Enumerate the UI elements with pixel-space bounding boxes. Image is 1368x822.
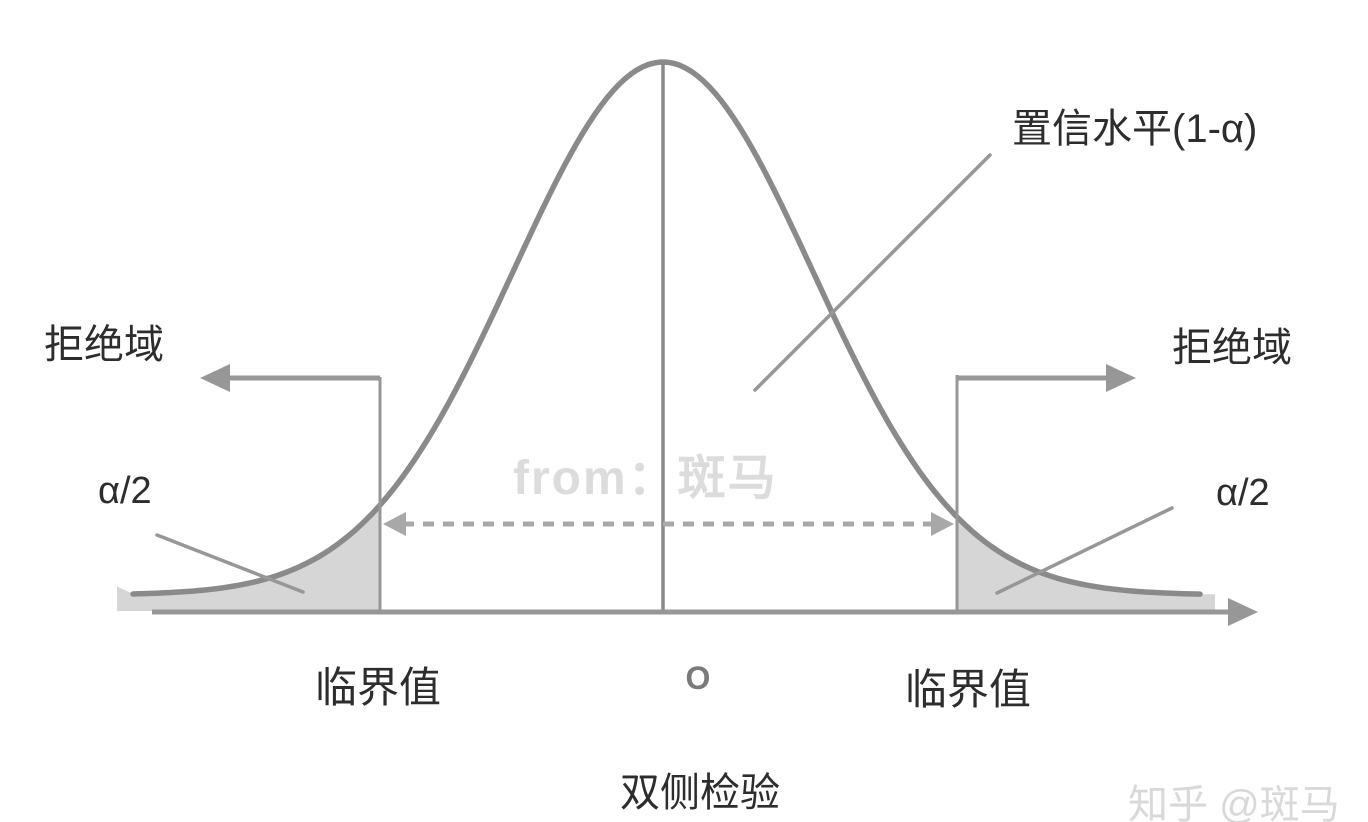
confidence-pointer-line	[753, 153, 992, 392]
critical-value-label-left: 临界值	[314, 664, 442, 711]
rejection-area-right	[957, 516, 1215, 611]
alpha-pointer-left	[155, 533, 305, 594]
alpha-label-right: α/2	[1216, 472, 1270, 514]
x-axis-arrowhead-icon	[1228, 598, 1258, 626]
critical-value-label-right: 临界值	[904, 666, 1032, 713]
watermark-corner: 知乎 @斑马	[1128, 783, 1340, 822]
dashed-arrowhead-left-icon	[383, 512, 406, 536]
normal-curve	[130, 59, 1203, 597]
alpha-pointer-right	[995, 506, 1174, 595]
rejection-arrow-left-head-icon	[200, 364, 230, 392]
dashed-arrowhead-right-icon	[931, 512, 954, 536]
alpha-label-left: α/2	[98, 470, 152, 512]
diagram-title: 双侧检验	[620, 771, 780, 815]
rejection-label-left: 拒绝域	[44, 323, 164, 367]
rejection-area-left	[117, 505, 380, 611]
rejection-arrow-right-head-icon	[1106, 364, 1136, 392]
confidence-label: 置信水平(1-α)	[1012, 107, 1258, 151]
watermark-center: from：斑马	[513, 452, 778, 505]
rejection-label-right: 拒绝域	[1172, 326, 1292, 370]
origin-label: O	[685, 660, 711, 696]
